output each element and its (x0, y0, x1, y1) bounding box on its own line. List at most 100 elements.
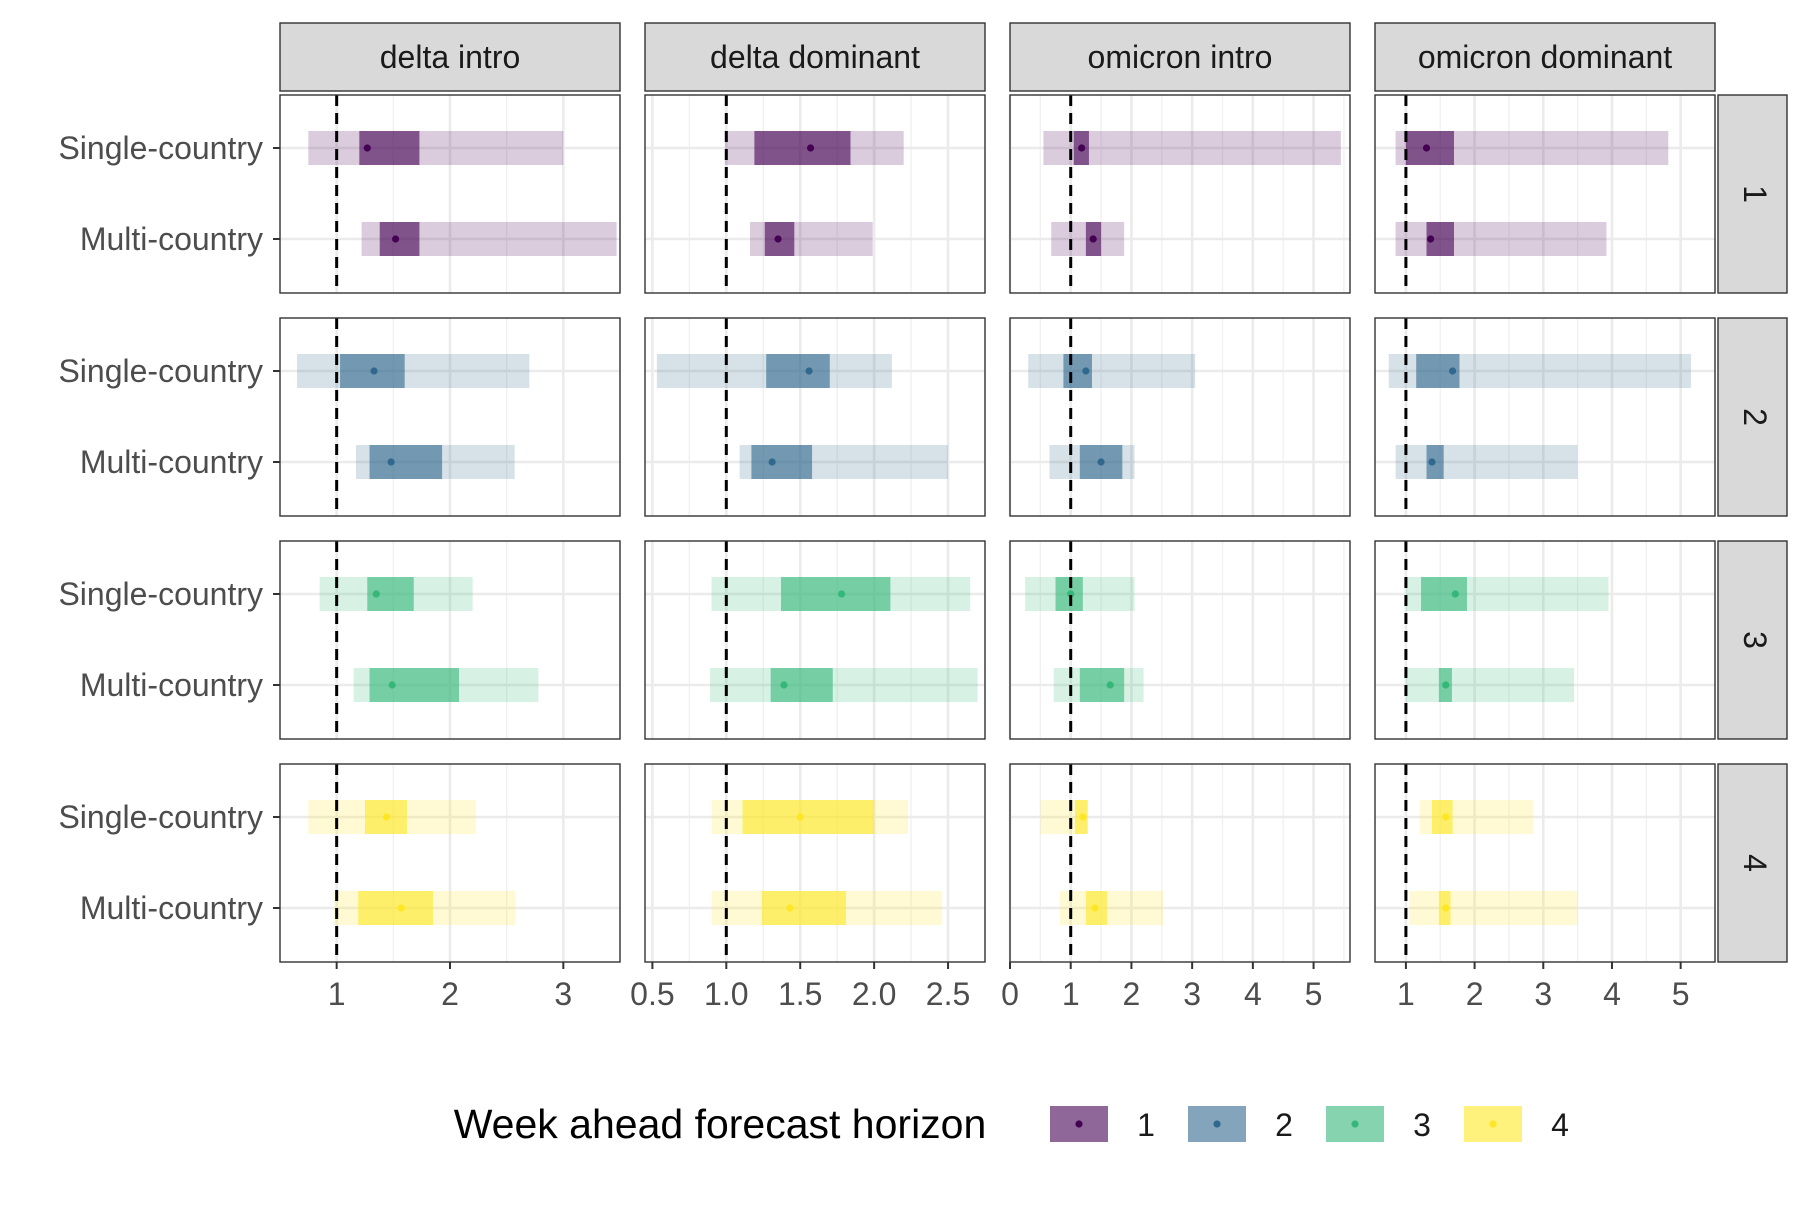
panel-background (645, 95, 985, 293)
median-point-Single-country (372, 590, 380, 598)
legend-key-point-1 (1075, 1120, 1083, 1128)
median-point-Multi-country (1442, 904, 1450, 912)
median-point-Multi-country (1106, 681, 1114, 689)
facet-strip-row-1 (1717, 94, 1788, 294)
interval-inner-Single-country (766, 354, 830, 388)
x-tick-label: 2 (441, 976, 459, 1012)
median-point-Multi-country (387, 458, 395, 466)
interval-outer-Single-country (1043, 131, 1341, 165)
panel-border (1374, 763, 1716, 963)
y-tick-label: Multi-country (80, 444, 263, 480)
median-point-Multi-country (1427, 235, 1435, 243)
interval-outer-Single-country (297, 354, 530, 388)
panel-border (1374, 94, 1716, 294)
y-tick-label: Single-country (58, 576, 263, 612)
median-point-Multi-country (780, 681, 788, 689)
interval-outer-Multi-country (1059, 891, 1163, 925)
median-point-Single-country (1079, 813, 1087, 821)
panel-border (1009, 317, 1351, 517)
y-tick-label: Multi-country (80, 221, 263, 257)
x-tick-label: 5 (1305, 976, 1323, 1012)
facet-strip-label: delta dominant (710, 39, 920, 75)
x-tick-label: 3 (554, 976, 572, 1012)
legend-title: Week ahead forecast horizon (454, 1101, 987, 1147)
interval-outer-Single-country (308, 131, 564, 165)
interval-outer-Multi-country (1405, 668, 1575, 702)
x-tick-label: 2.0 (852, 976, 896, 1012)
median-point-Multi-country (768, 458, 776, 466)
facet-strip-label: omicron intro (1088, 39, 1273, 75)
legend-label: 3 (1413, 1107, 1431, 1143)
panel-background (645, 764, 985, 962)
interval-inner-Single-country (754, 131, 851, 165)
facet-strip-row-label: 4 (1737, 854, 1773, 872)
panel-background (1375, 95, 1715, 293)
x-tick-label: 4 (1603, 976, 1621, 1012)
facet-strip-row-2 (1717, 317, 1788, 517)
x-tick-label: 2 (1466, 976, 1484, 1012)
panel-background (1010, 764, 1350, 962)
legend-label: 1 (1137, 1107, 1155, 1143)
panel-border (1009, 94, 1351, 294)
median-point-Single-country (1442, 813, 1450, 821)
median-point-Multi-country (397, 904, 405, 912)
median-point-Multi-country (1428, 458, 1436, 466)
panel-background (1375, 541, 1715, 739)
facet-strip-row-4 (1717, 763, 1788, 963)
facet-strip-row-label: 1 (1737, 185, 1773, 203)
x-tick-label: 1 (1062, 976, 1080, 1012)
median-point-Single-country (838, 590, 846, 598)
median-point-Multi-country (1089, 235, 1097, 243)
interval-inner-Multi-country (751, 445, 813, 479)
legend-key-point-2 (1213, 1120, 1221, 1128)
legend-label: 4 (1551, 1107, 1569, 1143)
x-tick-label: 0.5 (630, 976, 674, 1012)
median-point-Single-country (1451, 590, 1459, 598)
interval-outer-Multi-country (710, 668, 978, 702)
panel-background (645, 318, 985, 516)
median-point-Multi-country (1442, 681, 1450, 689)
facet-strip-omicron-intro (1009, 22, 1351, 92)
panel-border (1374, 317, 1716, 517)
median-point-Single-country (1067, 590, 1075, 598)
interval-inner-Multi-country (1079, 668, 1125, 702)
median-point-Multi-country (786, 904, 794, 912)
median-point-Single-country (1422, 144, 1431, 152)
median-point-Multi-country (388, 681, 396, 689)
panel-border (1009, 763, 1351, 963)
facet-strip-omicron-dominant (1374, 22, 1716, 92)
median-point-Multi-country (1097, 458, 1105, 466)
x-tick-label: 2.5 (926, 976, 970, 1012)
interval-inner-Single-country (781, 577, 891, 611)
median-point-Multi-country (774, 235, 782, 243)
x-tick-label: 0 (1001, 976, 1019, 1012)
x-tick-label: 4 (1244, 976, 1262, 1012)
panel-border (1374, 540, 1716, 740)
median-point-Multi-country (392, 235, 400, 243)
interval-inner-Multi-country (369, 445, 443, 479)
panel-border (644, 94, 986, 294)
panel-border (644, 540, 986, 740)
panel-background (1375, 318, 1715, 516)
interval-inner-Multi-country (761, 891, 847, 925)
x-tick-label: 5 (1672, 976, 1690, 1012)
y-tick-label: Multi-country (80, 667, 263, 703)
interval-inner-Multi-country (379, 222, 420, 256)
y-tick-label: Single-country (58, 799, 263, 835)
x-tick-label: 1 (328, 976, 346, 1012)
facet-strip-label: delta intro (380, 39, 521, 75)
y-tick-label: Multi-country (80, 890, 263, 926)
interval-inner-Single-country (742, 800, 875, 834)
median-point-Single-country (805, 367, 813, 375)
x-tick-label: 2 (1123, 976, 1141, 1012)
x-tick-label: 1.0 (704, 976, 748, 1012)
facet-strip-delta-intro (279, 22, 621, 92)
facet-strip-row-label: 3 (1737, 631, 1773, 649)
interval-outer-Multi-country (1395, 445, 1578, 479)
median-point-Multi-country (1091, 904, 1099, 912)
legend-key-point-4 (1489, 1120, 1497, 1128)
panel-background (1010, 541, 1350, 739)
interval-inner-Multi-country (358, 891, 433, 925)
